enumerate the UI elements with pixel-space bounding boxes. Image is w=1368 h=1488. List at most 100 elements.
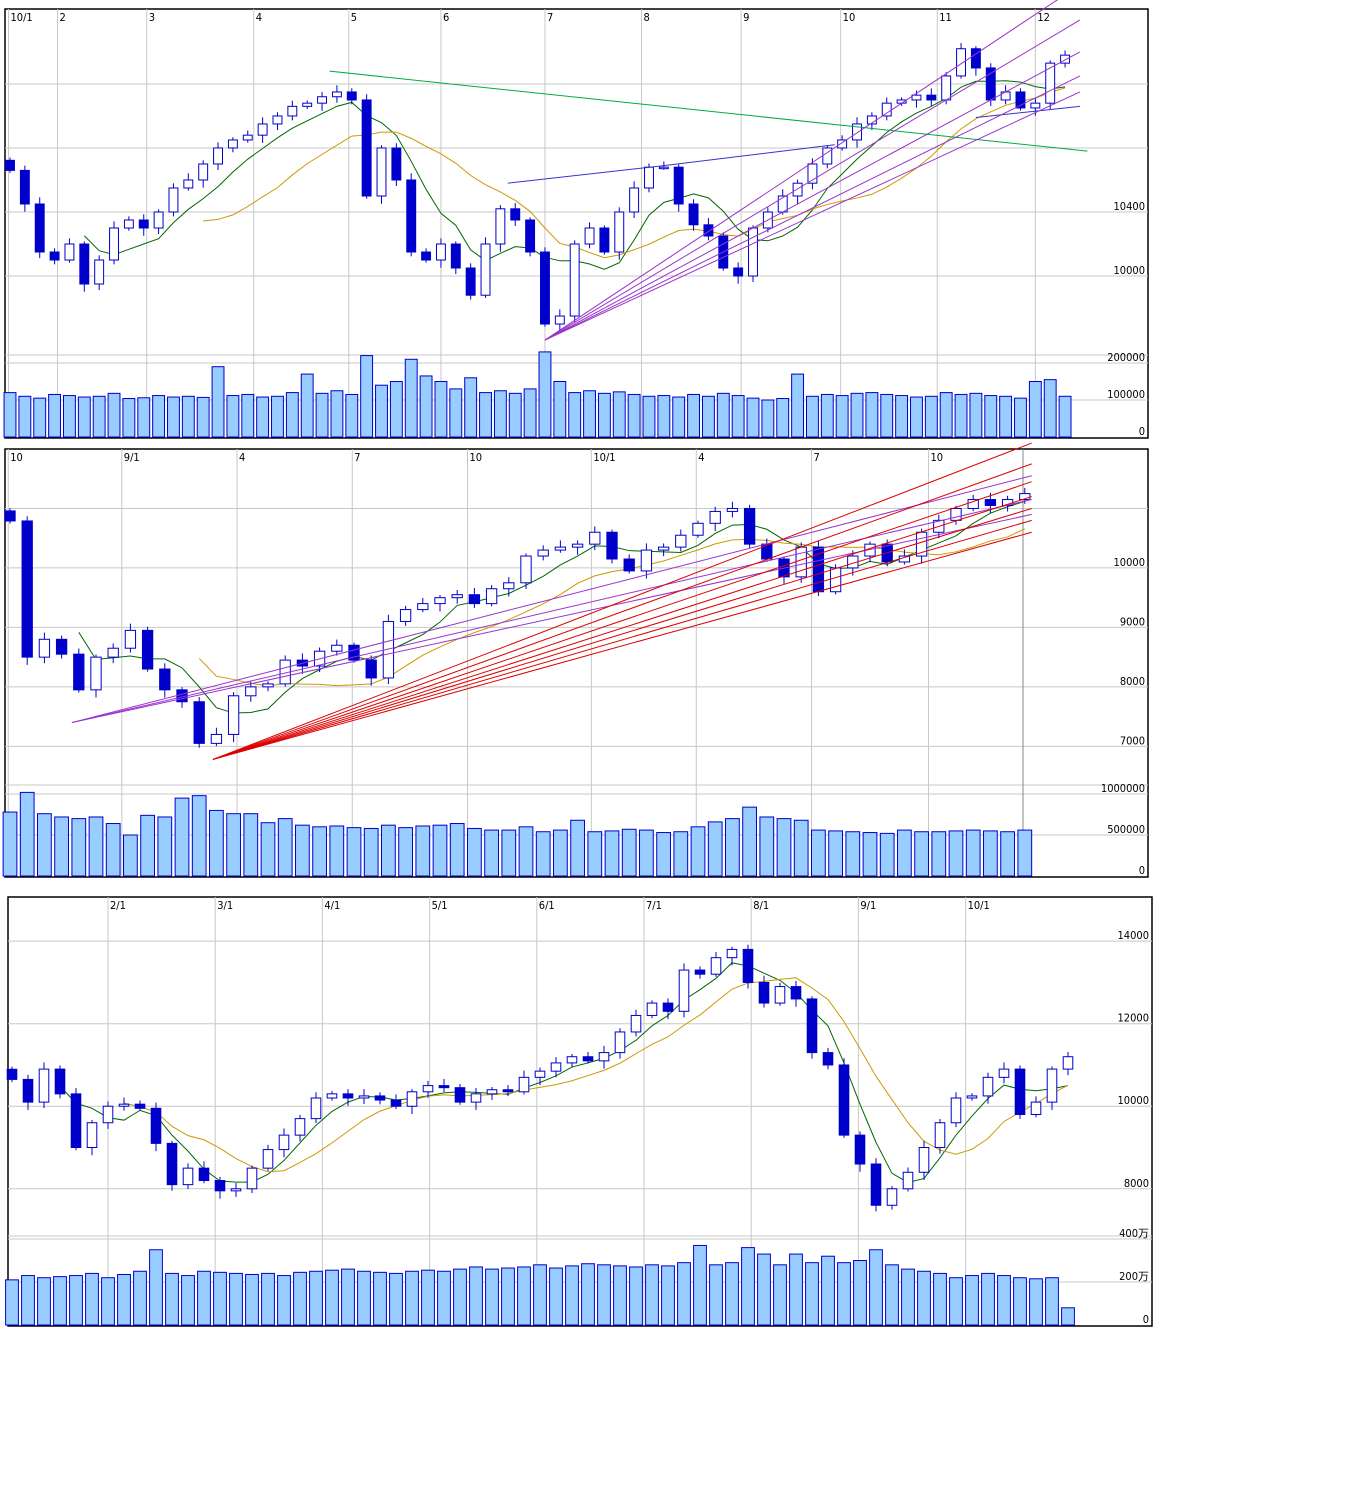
candle-up — [331, 644, 343, 652]
volume-bar — [657, 395, 671, 438]
volume-bar — [484, 829, 499, 877]
candle-down — [4, 510, 16, 522]
volume-bar — [533, 1264, 547, 1326]
candle-down — [758, 981, 770, 1004]
volume-bar — [469, 1266, 483, 1326]
candle-down — [450, 243, 461, 269]
candle-up — [692, 522, 704, 536]
candle-down — [79, 243, 90, 285]
candle-up — [629, 187, 640, 213]
candle-up — [422, 1085, 434, 1093]
candle-down — [365, 659, 377, 679]
candle-up — [470, 1093, 482, 1103]
volume-bar — [501, 1267, 515, 1326]
volume-bar — [315, 392, 329, 438]
volume-bar — [209, 809, 224, 877]
volume-bar — [345, 393, 359, 438]
candle-up — [64, 243, 75, 261]
candle-up — [153, 211, 164, 229]
candle-up — [569, 243, 580, 317]
volume-bar — [357, 1270, 371, 1326]
candle-down — [6, 1068, 18, 1080]
candle-down — [926, 94, 937, 101]
volume-bar — [181, 395, 195, 438]
volume-bar — [167, 396, 180, 438]
volume-bar — [1028, 380, 1042, 438]
candle-up — [1045, 62, 1056, 104]
volume-bar — [597, 392, 611, 438]
trendline — [212, 481, 1032, 760]
volume-tick-label: 0 — [1139, 864, 1145, 877]
x-tick-label: 5 — [351, 11, 357, 24]
volume-bar — [776, 398, 790, 438]
volume-bar — [419, 375, 433, 438]
candle-down — [214, 1180, 226, 1192]
volume-bar — [553, 829, 568, 877]
volume-bar — [999, 395, 1013, 438]
volume-bar — [346, 827, 362, 877]
trendline — [544, 91, 1081, 341]
candle-down — [688, 203, 699, 226]
candle-up — [326, 1093, 338, 1099]
volume-bar — [467, 827, 482, 877]
x-tick-label: 7/1 — [646, 899, 662, 912]
volume-tick-label: 200万 — [1119, 1270, 1149, 1283]
volume-bar — [924, 395, 938, 438]
volume-bar — [117, 1273, 131, 1326]
candle-up — [399, 609, 412, 622]
candle-up — [1046, 1068, 1058, 1103]
candle-up — [213, 147, 223, 165]
candle-up — [518, 1076, 530, 1093]
volume-bar — [226, 395, 240, 438]
trendline — [71, 475, 1032, 724]
candle-up — [678, 969, 690, 1012]
volume-bar — [464, 377, 478, 438]
volume-bar — [583, 390, 596, 438]
trendline — [975, 105, 1080, 119]
candle-down — [138, 219, 149, 229]
volume-tick-label: 100000 — [1107, 388, 1145, 401]
x-tick-label: 4/1 — [324, 899, 340, 912]
volume-bar — [1061, 1307, 1075, 1326]
volume-bar — [933, 1272, 947, 1326]
x-tick-label: 7 — [354, 451, 360, 464]
y-tick-label: 10400 — [1114, 200, 1145, 213]
candle-up — [1030, 1101, 1042, 1115]
volume-bar — [191, 795, 207, 877]
volume-bar — [196, 396, 210, 438]
volume-bar — [330, 390, 344, 438]
candle-up — [242, 134, 253, 141]
candle-up — [640, 549, 653, 572]
volume-bar — [277, 1275, 291, 1326]
volume-bar — [581, 1263, 595, 1326]
volume-bar — [789, 1253, 803, 1326]
volume-bar — [1058, 395, 1072, 438]
candle-up — [287, 105, 298, 117]
volume-bar — [965, 1275, 979, 1326]
volume-bar — [984, 395, 998, 438]
candle-up — [646, 1002, 658, 1016]
volume-bar — [174, 797, 190, 877]
candle-up — [918, 1147, 930, 1173]
volume-bar — [92, 395, 106, 438]
volume-bar — [761, 399, 775, 438]
candle-down — [540, 251, 550, 325]
candle-up — [1060, 54, 1071, 64]
candle-up — [272, 115, 283, 125]
volume-bar — [716, 392, 730, 438]
volume-bar — [360, 355, 374, 438]
volume-bar — [773, 1264, 787, 1326]
volume-bar — [553, 380, 567, 438]
volume-bar — [37, 1277, 51, 1326]
volume-bar — [914, 831, 929, 877]
volume-bar — [69, 1275, 83, 1326]
volume-bar — [271, 395, 284, 438]
candle-up — [1019, 493, 1031, 501]
candle-up — [710, 957, 722, 975]
x-tick-label: 9/1 — [860, 899, 876, 912]
volume-bar — [677, 1262, 691, 1326]
volume-bar — [1017, 829, 1033, 877]
candle-up — [109, 227, 119, 261]
trendline — [212, 463, 1032, 760]
